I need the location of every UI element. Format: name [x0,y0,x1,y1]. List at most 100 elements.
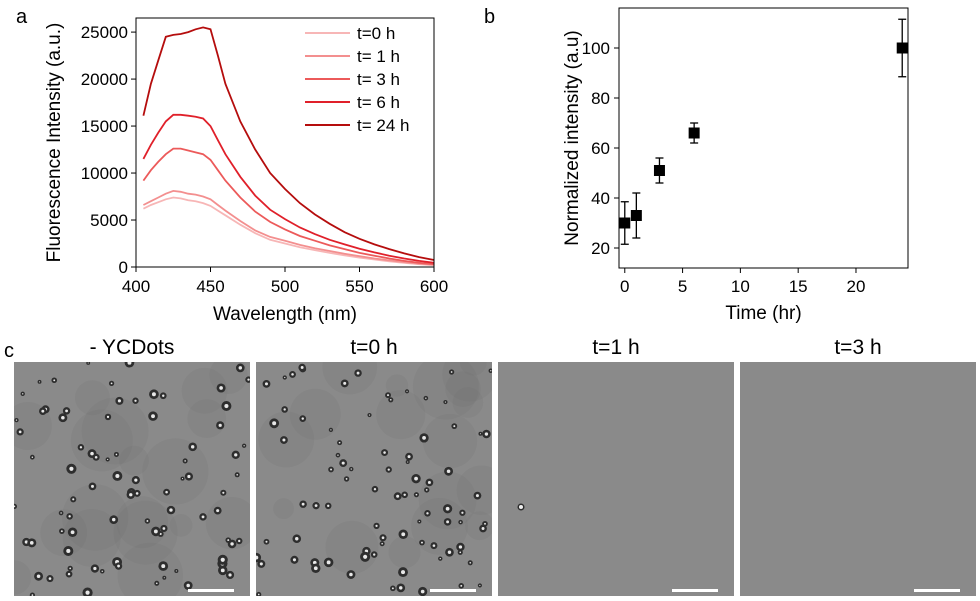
img0-particle-core-2 [91,484,94,488]
img0-particle-core-22 [163,577,165,579]
img0-particle-core-73 [220,557,225,562]
scale-bar [430,589,476,592]
img1-particle-core-2 [469,562,472,564]
img1-particle-core-14 [481,527,485,530]
img0-particle-core-45 [18,430,22,434]
y-tick-label-0: 20 [591,239,610,258]
img1-particle-core-75 [301,417,304,420]
img0-blotch-15 [119,445,149,476]
series-line-2 [142,147,435,266]
img0-particle-core-59 [66,548,71,554]
img1-particle-core-34 [292,558,297,562]
img1-particle-core-51 [291,373,294,376]
img1-blotch-12 [376,390,426,440]
img1-particle-core-68 [418,520,420,523]
img1-particle-core-40 [387,468,390,471]
img1-particle-core-8 [387,394,390,397]
img0-blotch-0 [14,560,32,595]
img0-particle-core-39 [60,512,62,514]
img0-blotch-13 [113,500,178,565]
scale-bar [188,589,234,592]
img0-particle-core-63 [165,490,168,494]
img1-particle-core-73 [484,432,489,436]
img1-particle-core-13 [399,586,403,590]
img0-particle-core-7 [72,498,75,501]
img0-particle-core-66 [110,382,113,385]
img1-particle-core-28 [330,468,333,471]
img0-particle-core-18 [187,474,191,479]
panel-label-a: a [16,6,28,28]
img0-particle-core-10 [31,456,34,458]
img1-particle-core-76 [356,371,360,375]
img0-blotch-11 [74,380,110,416]
img1-blotch-6 [273,498,294,520]
series-line-3 [142,113,435,264]
img0-particle-core-67 [230,542,234,546]
img1-blotch-15 [442,362,492,402]
img1-particle-core-78 [327,504,330,507]
y-tick-label-3: 15000 [81,117,128,136]
img0-particle-core-46 [60,530,63,533]
data-point-4 [896,42,908,54]
y-tick-label-1: 40 [591,189,610,208]
img0-particle-core-23 [224,403,229,409]
y-tick-label-2: 60 [591,139,610,158]
data-point-2 [653,165,665,176]
img1-particle-core-81 [373,488,377,491]
img0-particle-core-11 [31,594,34,596]
img1-particle-core-84 [407,455,411,459]
img1-particle-core-59 [401,532,406,537]
img1-blotch-11 [385,374,409,397]
img0-particle-core-57 [111,517,116,522]
img1-particle-core-74 [475,494,479,498]
img1-particle-core-47 [389,398,392,401]
img1-blotch-14 [388,536,421,569]
x-tick-label-3: 550 [345,277,373,296]
img1-particle-core-12 [375,524,378,528]
img0-particle-core-77 [186,583,190,588]
micrograph-title-t1: t=1 h [592,336,640,359]
x-tick-label-4: 600 [420,277,448,296]
img0-particle-core-0 [134,399,137,402]
img1-blotch-5 [465,511,492,541]
x-axis-label: Time (hr) [725,303,801,324]
img0-particle-core-54 [155,582,158,585]
img1-particle-core-30 [414,476,418,481]
img1-particle-core-55 [283,408,286,411]
img1-particle-core-6 [460,584,463,587]
img1-particle-core-69 [420,589,425,594]
img0-particle-core-71 [129,493,133,497]
img1-particle-core-58 [459,521,462,523]
img0-particle-core-42 [117,399,121,403]
img0-particle-core-80 [162,527,166,530]
img0-particle-core-78 [61,415,65,420]
img0-blotch-5 [169,513,193,537]
series-line-4 [142,26,435,261]
img0-particle-core-27 [181,478,184,480]
x-tick-label-1: 5 [678,277,687,296]
img1-particle-core-57 [432,544,436,547]
y-tick-label-1: 5000 [90,211,128,230]
img1-particle-core-41 [381,536,385,540]
data-point-1 [630,210,642,221]
img1-particle-core-33 [422,436,426,440]
img1-particle-core-5 [272,421,277,426]
img0-particle-core-48 [29,541,34,545]
img0-particle-core-34 [222,491,225,494]
img0-particle-core-51 [153,529,158,534]
x-tick-label-1: 450 [196,277,224,296]
scale-bar [914,589,960,592]
img1-particle-core-24 [257,593,260,596]
img1-particle-core-70 [415,493,418,496]
img0-particle-core-17 [14,505,16,508]
img0-particle-core-15 [227,539,230,542]
img0-particle-core-38 [161,564,166,569]
x-tick-label-0: 0 [620,277,629,296]
img0-particle-core-4 [216,509,220,513]
img0-particle-core-44 [190,445,195,449]
img1-particle-core-52 [343,381,347,385]
img0-particle-core-3 [67,572,71,576]
legend-label-0: t=0 h [357,24,395,43]
micrograph-t1 [498,362,734,596]
img0-blotch-9 [117,542,183,596]
